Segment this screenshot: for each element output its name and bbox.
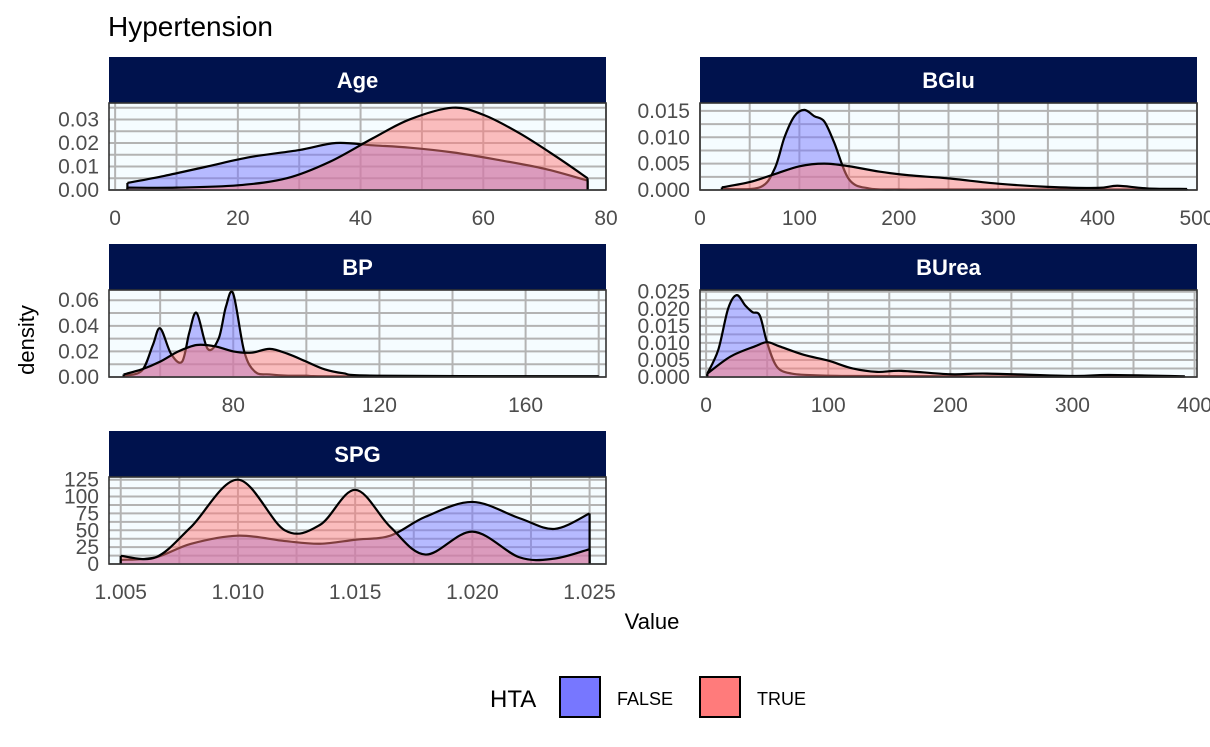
facet-strip-label: Age — [337, 68, 379, 93]
y-tick-label: 0.015 — [637, 315, 690, 338]
density-line-true — [721, 162, 1188, 191]
y-tick-label: 0.02 — [58, 132, 99, 155]
x-tick-label: 400 — [1080, 207, 1115, 230]
x-tick-label: 200 — [881, 207, 916, 230]
facet-strip-label: SPG — [334, 442, 380, 467]
density-line-true — [706, 341, 1185, 378]
x-tick-label: 100 — [782, 207, 817, 230]
facet-strip-label: BGlu — [922, 68, 975, 93]
y-tick-label: 25 — [76, 536, 99, 559]
x-tick-label: 0 — [700, 394, 712, 417]
x-tick-label: 60 — [472, 207, 495, 230]
x-tick-label: 1.010 — [212, 581, 265, 604]
y-tick-label: 0.01 — [58, 155, 99, 178]
y-tick-label: 0.015 — [637, 100, 690, 123]
x-tick-label: 500 — [1179, 207, 1210, 230]
legend-swatch-true — [699, 676, 741, 718]
legend-label-false: FALSE — [617, 689, 673, 709]
y-tick-label: 0.000 — [637, 179, 690, 202]
x-tick-label: 1.015 — [329, 581, 382, 604]
y-tick-label: 75 — [76, 502, 99, 525]
x-axis-title: Value — [625, 609, 680, 634]
facet-strip — [109, 244, 606, 290]
facet-bglu: BGlu 0.000 0.005 0.010 0.015 0 100 200 300 400 500 — [637, 57, 1210, 230]
legend-swatch-false — [559, 676, 601, 718]
y-tick-label: 125 — [64, 469, 99, 492]
y-tick-label: 0.010 — [637, 126, 690, 149]
legend-title: HTA — [490, 686, 536, 713]
x-tick-label: 120 — [362, 394, 397, 417]
y-tick-label: 0.000 — [637, 366, 690, 389]
legend-label-true: TRUE — [757, 689, 806, 709]
y-tick-label: 50 — [76, 519, 99, 542]
x-tick-label: 100 — [811, 394, 846, 417]
facet-age: Age 0.000.010.020.03 0 20 40 60 80 — [58, 57, 618, 230]
panel-border — [699, 289, 1198, 378]
panel-border — [699, 102, 1198, 191]
x-tick-label: 300 — [981, 207, 1016, 230]
facet-strip-label: BP — [342, 255, 373, 280]
x-tick-label: 1.025 — [563, 581, 616, 604]
density-line-true — [120, 478, 590, 562]
facet-strip — [700, 57, 1197, 103]
y-tick-label: 0.04 — [58, 315, 99, 338]
density-area-true — [120, 479, 590, 564]
y-tick-label: 0 — [87, 553, 99, 576]
x-tick-label: 40 — [349, 207, 372, 230]
x-tick-label: 300 — [1055, 394, 1090, 417]
y-tick-label: 0.00 — [58, 366, 99, 389]
y-tick-label: 0.00 — [58, 179, 99, 202]
x-tick-label: 0 — [694, 207, 706, 230]
density-area-true — [721, 163, 1188, 190]
y-tick-label: 0.02 — [58, 340, 99, 363]
x-tick-label: 20 — [226, 207, 249, 230]
panel-border — [108, 289, 607, 378]
y-tick-label: 0.005 — [637, 153, 690, 176]
x-tick-label: 0 — [109, 207, 121, 230]
y-tick-label: 0.010 — [637, 332, 690, 355]
density-area-true — [707, 342, 1185, 377]
legend: HTA FALSE TRUE — [490, 676, 806, 718]
density-line-true — [123, 343, 599, 378]
facet-bp: BP 0.00 0.020.04 0.06 80 120 160 — [58, 244, 607, 417]
y-tick-label: 0.005 — [637, 349, 690, 372]
x-tick-label: 400 — [1177, 394, 1210, 417]
density-line-true — [127, 106, 589, 189]
x-tick-label: 200 — [933, 394, 968, 417]
x-tick-label: 1.020 — [446, 581, 499, 604]
y-tick-label: 100 — [64, 486, 99, 509]
y-tick-label: 0.025 — [637, 281, 690, 304]
x-tick-label: 1.005 — [94, 581, 147, 604]
y-axis-title: density — [14, 305, 39, 375]
density-area-true — [127, 107, 588, 190]
facet-strip — [109, 57, 606, 103]
y-tick-label: 0.03 — [58, 108, 99, 131]
chart-title: Hypertension — [108, 11, 273, 42]
x-tick-label: 80 — [222, 394, 245, 417]
x-tick-label: 80 — [594, 207, 617, 230]
facet-strip — [700, 244, 1197, 290]
panel-border — [108, 476, 607, 565]
y-tick-label: 0.06 — [58, 289, 99, 312]
facet-strip — [109, 431, 606, 477]
y-tick-label: 0.020 — [637, 298, 690, 321]
panel-border — [108, 102, 607, 191]
x-tick-label: 160 — [508, 394, 543, 417]
facet-strip-label: BUrea — [916, 255, 982, 280]
